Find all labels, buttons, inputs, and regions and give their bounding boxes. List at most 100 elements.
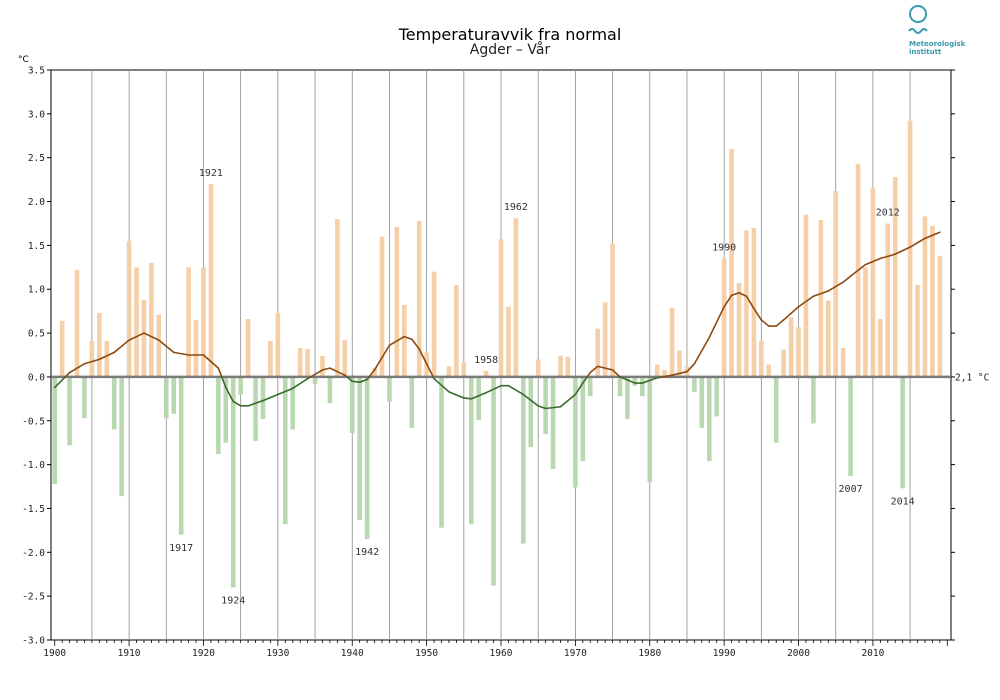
x-tick-label: 1960 — [490, 648, 513, 659]
trend-segment-2 — [68, 362, 86, 374]
bar-1926 — [245, 319, 251, 377]
bar-2012 — [885, 223, 891, 377]
trend-segment-81 — [894, 246, 911, 255]
trend-segment-28 — [358, 378, 368, 383]
annotation-1990: 1990 — [712, 243, 736, 254]
annotation-1917: 1917 — [169, 543, 193, 554]
trend-segment-61 — [671, 370, 688, 376]
y-axis-ticks: 3.5 3.0 2.5 2.0 1.5 1.0 0.5 0.0 -0.5 -1.0 -1.5 -2.0… — [22, 66, 955, 647]
annotation-1942: 1942 — [355, 547, 379, 558]
bar-1914 — [156, 314, 162, 377]
trend-segment-65 — [723, 294, 733, 308]
y-tick-label: 2.0 — [28, 197, 45, 208]
trend-segment-59 — [656, 376, 663, 379]
bar-1961 — [506, 306, 511, 377]
bar-1927 — [253, 376, 258, 441]
chart-title: Temperaturavvik fra normal — [398, 25, 622, 44]
bar-1917 — [178, 376, 184, 535]
bar-1953 — [446, 366, 452, 377]
bar-1947 — [402, 305, 407, 377]
bar-2005 — [833, 191, 839, 377]
trend-segment-52 — [586, 371, 592, 378]
bar-1908 — [111, 376, 117, 430]
trend-segment-53 — [589, 365, 599, 374]
trend-segment-40 — [448, 391, 465, 399]
trend-segment-45 — [507, 384, 525, 396]
bar-1977 — [625, 376, 630, 420]
bar-1955 — [461, 362, 467, 377]
trend-segment-58 — [641, 376, 658, 384]
bar-1952 — [439, 376, 444, 528]
trend-segment-82 — [909, 237, 926, 248]
trend-segment-7 — [143, 332, 160, 341]
trend-segment-80 — [879, 253, 897, 260]
trend-segment-46 — [522, 393, 539, 407]
trend-segment-60 — [661, 374, 673, 378]
bar-1980 — [647, 376, 653, 483]
trend-segment-68 — [745, 295, 755, 310]
bar-1984 — [677, 350, 682, 377]
trend-segment-39 — [433, 377, 450, 393]
trend-segment-72 — [775, 319, 785, 327]
bar-2010 — [870, 187, 876, 377]
trend-segment-6 — [128, 332, 145, 341]
bar-1963 — [521, 376, 526, 544]
trend-segment-74 — [797, 295, 815, 308]
trend-segment-1 — [64, 371, 71, 378]
bar-1901 — [59, 320, 65, 377]
bar-2009 — [863, 267, 868, 377]
bar-1983 — [669, 307, 675, 377]
trend-segment-13 — [220, 376, 227, 389]
bar-1920 — [201, 267, 206, 377]
trend-segment-47 — [537, 405, 547, 410]
trend-segment-55 — [611, 369, 621, 378]
bar-2001 — [803, 214, 809, 377]
y-tick-label: -1.0 — [22, 460, 45, 471]
bar-1925 — [238, 376, 243, 395]
trend-segment-26 — [346, 376, 354, 383]
annotation-1921: 1921 — [199, 168, 223, 179]
trend-segment-19 — [277, 387, 294, 396]
logo-sun-icon — [909, 5, 927, 23]
bar-1975 — [610, 243, 615, 377]
bar-1976 — [617, 376, 623, 397]
logo-line1: Meteorologisk — [909, 40, 966, 48]
trend-segment-78 — [849, 263, 867, 277]
bar-2003 — [818, 219, 824, 377]
bar-2013 — [892, 176, 898, 377]
bar-1992 — [736, 283, 742, 377]
bar-1919 — [193, 319, 199, 377]
trend-segment-42 — [470, 391, 487, 400]
x-axis-ticks: 1900 1910 1920 1930 1940 1950 1960 1970 1980 1990… — [43, 640, 948, 659]
bar-1964 — [528, 376, 534, 448]
bar-1979 — [640, 376, 645, 397]
trend-segment-76 — [827, 281, 844, 292]
x-tick-label: 2010 — [861, 648, 884, 659]
bar-1982 — [662, 369, 667, 377]
trend-segment-33 — [388, 335, 406, 347]
bar-1968 — [558, 355, 563, 377]
annotation-1958: 1958 — [474, 355, 498, 366]
bar-2015 — [907, 120, 913, 377]
bar-1948 — [409, 376, 415, 428]
bar-1954 — [454, 284, 459, 377]
trend-segment-79 — [864, 257, 882, 266]
bar-2016 — [915, 284, 920, 377]
trend-segment-48 — [544, 405, 562, 410]
bar-1936 — [320, 355, 325, 377]
trend-segment-20 — [291, 377, 309, 390]
bar-1986 — [692, 376, 697, 392]
bar-1916 — [171, 376, 177, 414]
trend-segment-15 — [232, 400, 242, 407]
trend-segment-4 — [98, 351, 116, 361]
trend-segment-32 — [381, 344, 391, 359]
trend-segment-12 — [217, 367, 223, 378]
trend-segment-8 — [158, 339, 175, 354]
annotation-2014: 2014 — [891, 496, 915, 507]
trend-segment-17 — [247, 399, 264, 407]
bar-1905 — [89, 340, 95, 377]
bar-1946 — [394, 226, 400, 377]
trend-segment-51 — [582, 376, 588, 384]
bar-1909 — [119, 376, 124, 497]
met-institute-logo: Meteorologisk institutt — [908, 5, 966, 56]
